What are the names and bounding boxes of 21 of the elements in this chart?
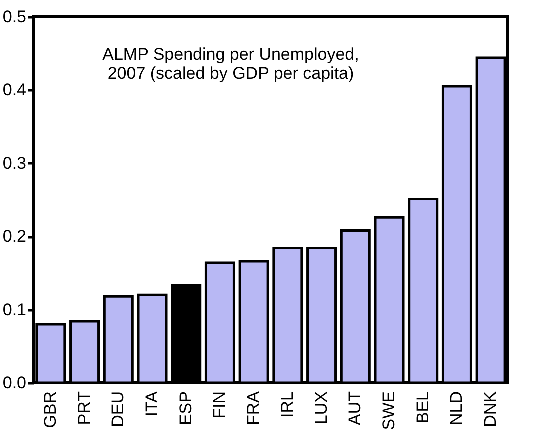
- y-tick-label: 0.1: [2, 300, 26, 320]
- x-tick-label: NLD: [447, 392, 466, 426]
- x-tick-label: SWE: [380, 392, 398, 430]
- x-tick-label: GBR: [40, 392, 60, 428]
- x-tick-label: FIN: [210, 392, 230, 419]
- x-tick-label: ITA: [142, 390, 162, 417]
- y-tick-label: 0.4: [2, 80, 26, 100]
- y-tick-label: 0.2: [2, 227, 26, 246]
- x-tick-label: BEL: [413, 392, 432, 424]
- x-tick-label: PRT: [74, 392, 94, 426]
- y-tick-label: 0.3: [2, 154, 26, 173]
- x-tick-label: ESP: [176, 392, 196, 426]
- x-tick-label: DEU: [108, 392, 128, 428]
- x-tick-label: IRL: [278, 392, 297, 418]
- y-tick-label: 0.0: [2, 374, 26, 392]
- x-tick-label: LUX: [312, 392, 331, 425]
- text: ALMP Spending per Unemployed, 2007 (scaled by GDP per capita): [102, 45, 360, 83]
- y-tick-label: 0.5: [2, 8, 26, 26]
- x-tick-label: AUT: [346, 392, 365, 426]
- x-tick-label: FRA: [244, 390, 264, 426]
- x-tick-label: DNK: [481, 390, 500, 428]
